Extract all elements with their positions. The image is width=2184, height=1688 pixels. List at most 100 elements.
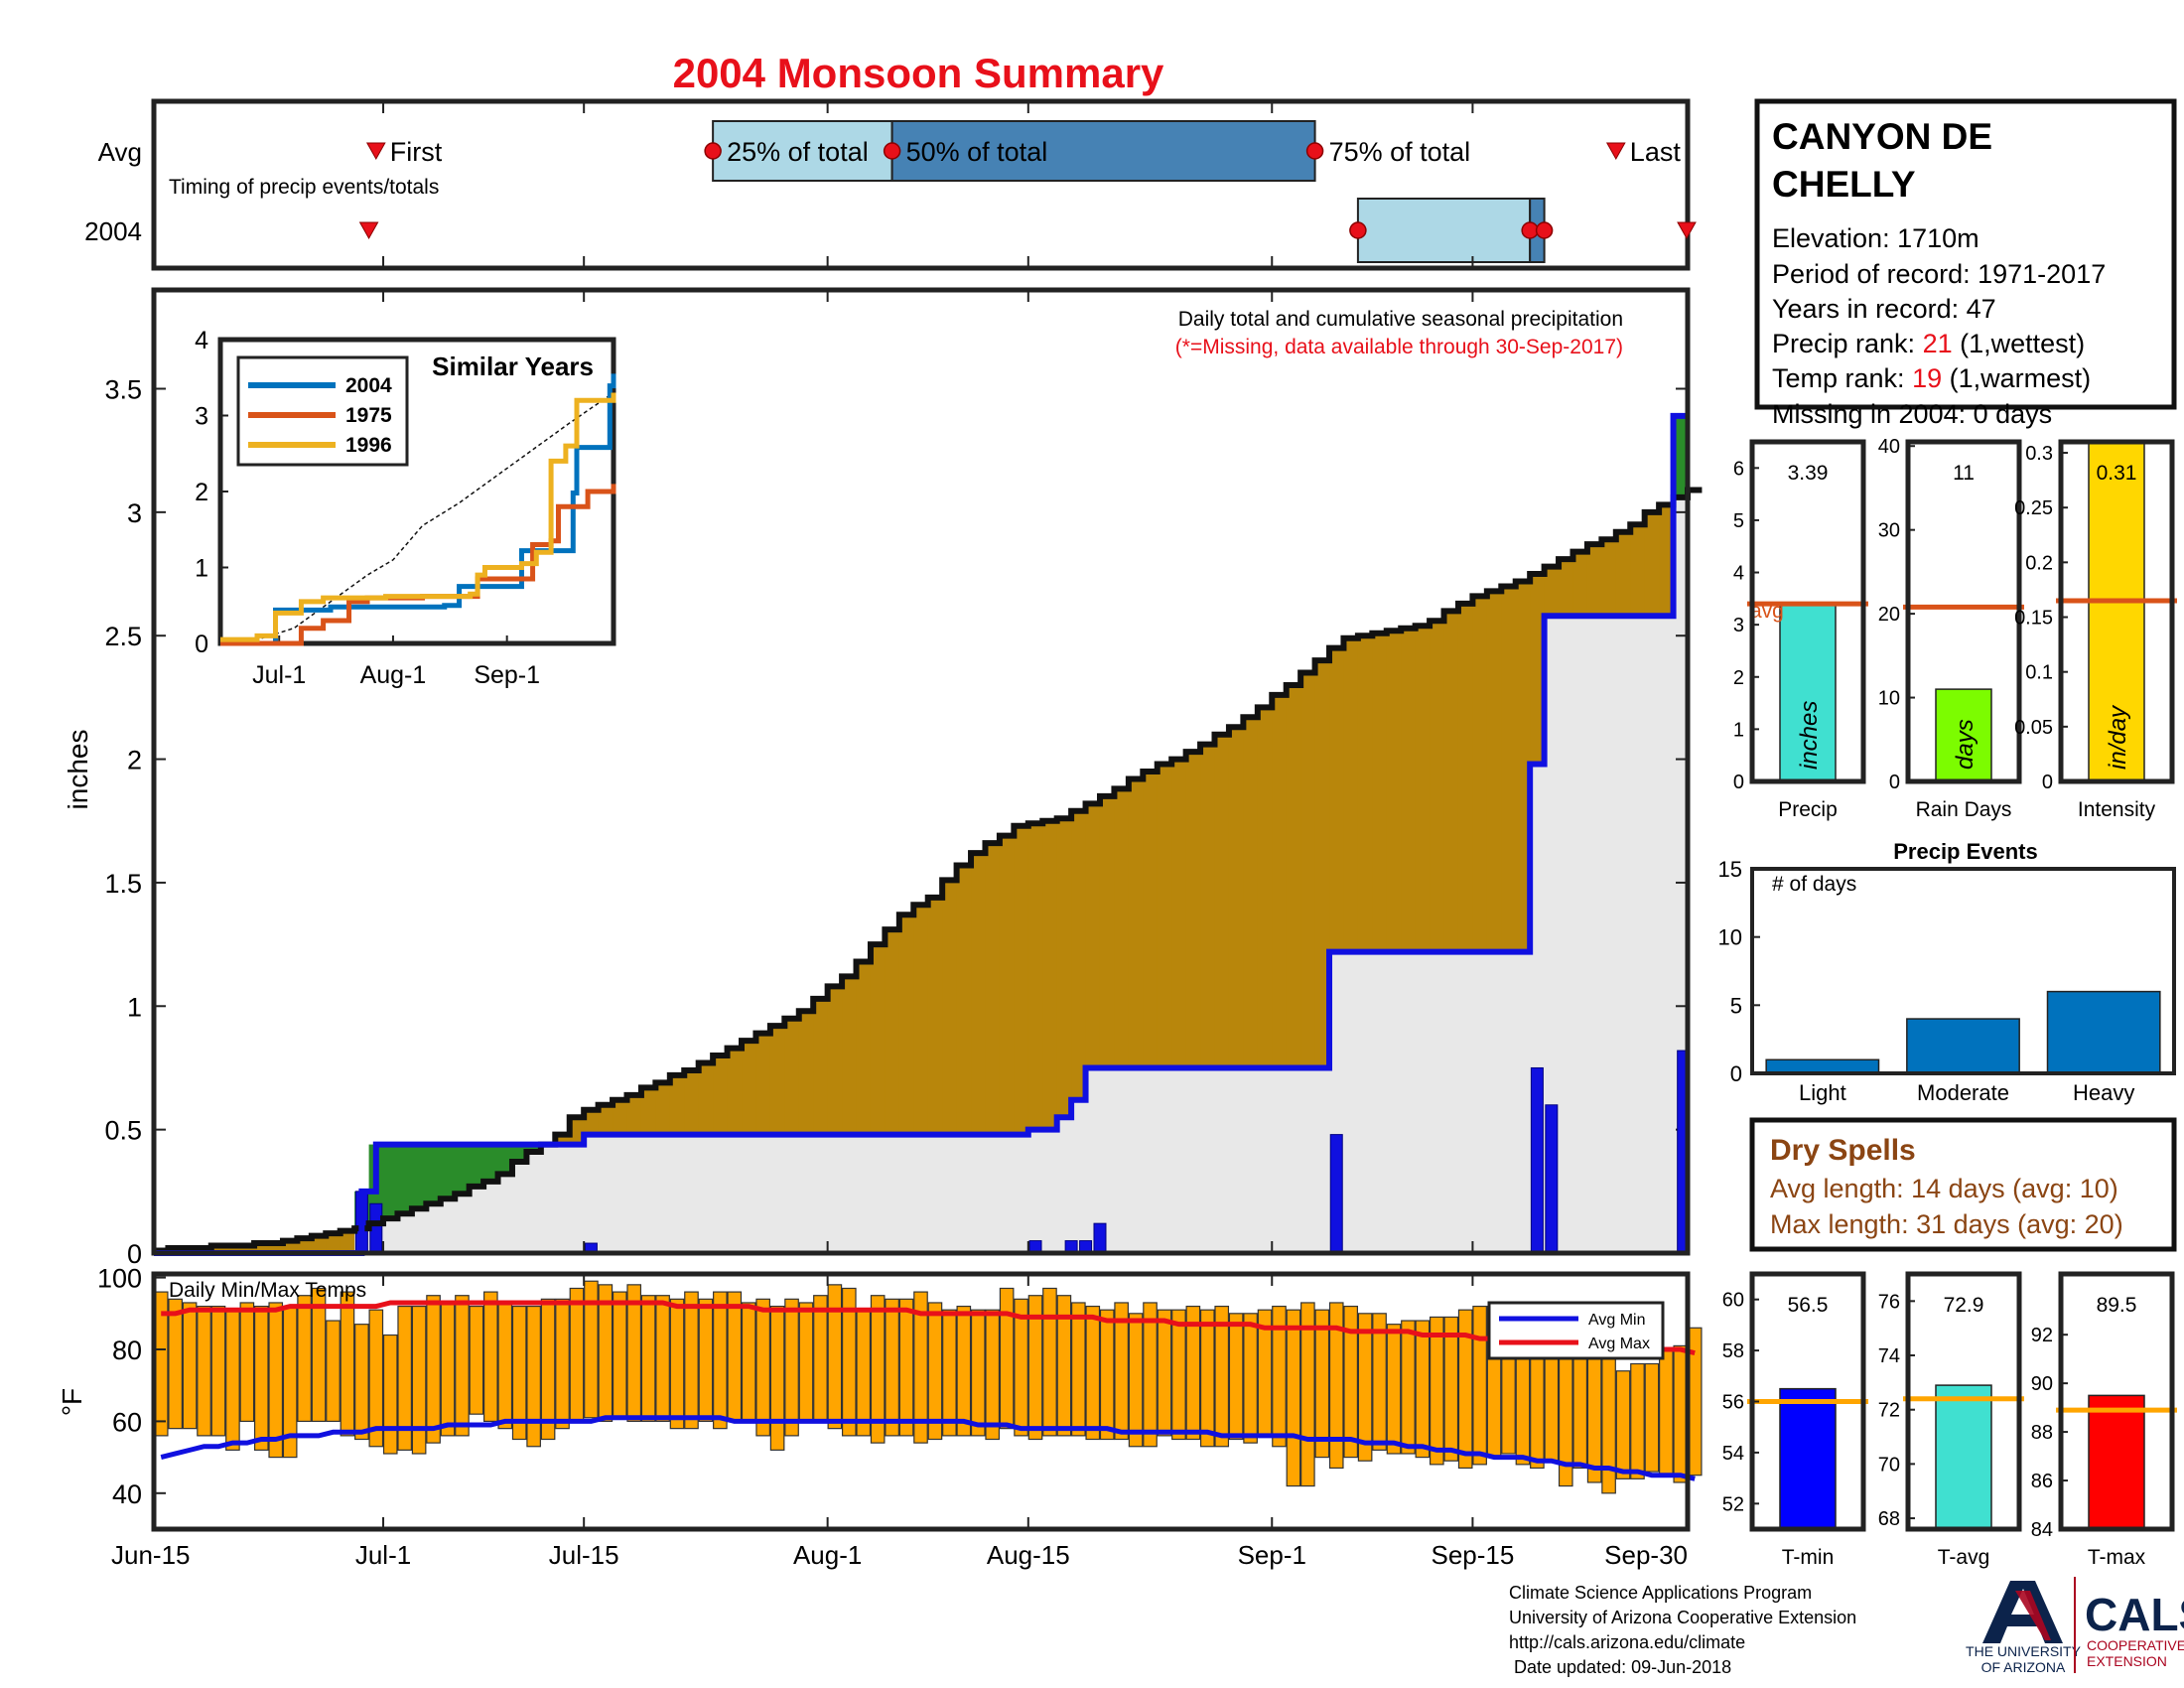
main-y-tick-label: 2 <box>127 746 142 775</box>
below-fill-segment <box>1559 616 1573 1253</box>
daily-temp-bar <box>1673 1344 1689 1483</box>
below-fill-segment <box>655 1134 671 1253</box>
avg-q75-label: 75% of total <box>1329 137 1471 167</box>
small-panel-label: T-max <box>2088 1546 2146 1569</box>
year-q25-q50-box <box>1356 198 1532 263</box>
daily-temps-panel: 40 60 80 100 Daily Min/Max Temps °F Avg Min… <box>57 1264 1703 1532</box>
small-panel-y-tick-label: 58 <box>1722 1340 1744 1362</box>
small-panel-y-tick-label: 74 <box>1878 1345 1900 1367</box>
cals-line2: EXTENSION <box>2087 1653 2167 1669</box>
daily-temp-bar <box>1386 1324 1402 1455</box>
year-q75-marker <box>1535 221 1554 239</box>
main-annotation-line2: (*=Missing, data available through 30-Se… <box>1175 336 1623 358</box>
inset-x-tick-label: Aug-1 <box>360 661 427 689</box>
daily-temp-bar <box>769 1305 785 1451</box>
below-avg-fill-segment <box>225 1245 241 1253</box>
below-fill-segment <box>956 1134 972 1253</box>
inset-legend-label: 1996 <box>345 434 392 457</box>
below-fill-segment <box>885 1134 900 1253</box>
below-avg-fill-segment <box>827 986 843 1135</box>
below-avg-fill-segment <box>985 843 1001 1135</box>
small-panel-y-tick-label: 0 <box>1733 772 1744 793</box>
below-fill-segment <box>1586 616 1602 1253</box>
station-period: Period of record: 1971-2017 <box>1772 259 2106 289</box>
small-panel-value: 89.5 <box>2097 1294 2137 1317</box>
below-fill-segment <box>898 1134 914 1253</box>
below-avg-fill-segment <box>1143 772 1159 1068</box>
inset-y-tick-label: 4 <box>195 327 208 354</box>
below-fill-segment <box>1300 1067 1316 1253</box>
small-panel-value: 3.39 <box>1788 462 1829 485</box>
daily-temp-bar <box>526 1305 541 1448</box>
main-y-tick-label: 0 <box>127 1239 142 1269</box>
below-fill-segment <box>1042 1129 1058 1253</box>
below-avg-fill-segment <box>1615 531 1631 617</box>
small-panel-y-tick-label: 20 <box>1878 604 1900 626</box>
small-panel-intensity: in/day 0.31 0 0.05 0.1 0.15 0.2 0.25 0.3 Intensit… <box>2014 439 2177 821</box>
above-avg-fill-segment <box>397 1144 413 1214</box>
daily-temp-bar <box>569 1287 585 1423</box>
daily-temp-bar <box>225 1309 240 1451</box>
daily-temp-bar <box>640 1295 656 1423</box>
temps-y-tick-label: 60 <box>112 1407 142 1437</box>
station-temp-rank: Temp rank: 19 (1,warmest) <box>1772 363 2091 393</box>
below-fill-segment <box>1401 951 1417 1253</box>
above-avg-fill-segment <box>455 1144 471 1195</box>
below-fill-segment <box>1243 1067 1259 1253</box>
below-avg-fill-segment <box>1027 823 1043 1130</box>
main-y-tick-label: 3.5 <box>104 374 142 404</box>
daily-temp-bar <box>1128 1313 1144 1448</box>
daily-temp-bar <box>1143 1302 1158 1448</box>
small-panel-y-tick-label: 0 <box>2042 772 2053 793</box>
station-precip-rank: Precip rank: 21 (1,wettest) <box>1772 329 2085 358</box>
season-total-panels: inches avg 3.39 0 1 2 3 4 5 6 Precip days 11 0 10 20 30 4… <box>1733 436 2177 821</box>
below-fill-segment <box>827 1134 843 1253</box>
below-avg-fill-segment <box>1214 734 1230 1068</box>
daily-temp-bar <box>1630 1362 1645 1479</box>
below-avg-fill-segment <box>1386 631 1402 952</box>
inset-x-tick-label: Jul-1 <box>252 661 306 689</box>
below-avg-fill-segment <box>698 1062 714 1135</box>
below-fill-segment <box>913 1134 929 1253</box>
daily-temp-bar <box>1272 1305 1287 1448</box>
small-panel-y-tick-label: 0.15 <box>2014 608 2053 630</box>
inset-legend-label: 2004 <box>345 374 392 397</box>
ua-line2: OF ARIZONA <box>1981 1659 2066 1675</box>
below-fill-segment <box>1659 616 1675 1253</box>
avg-first-marker <box>365 142 386 161</box>
below-avg-fill-segment <box>1472 596 1488 952</box>
below-avg-fill-segment <box>1257 707 1273 1068</box>
year-first-marker <box>358 221 379 240</box>
below-fill-segment <box>1200 1067 1216 1253</box>
precip-event-bar <box>1906 1018 2020 1074</box>
below-avg-fill-segment <box>898 914 914 1135</box>
similar-years-inset: 0 1 2 3 4 Jul-1 Aug-1 Sep-1 Similar Years 2004 197… <box>195 327 616 689</box>
small-panel-y-tick-label: 4 <box>1733 563 1744 585</box>
avg-q25-q50-box <box>712 120 893 182</box>
below-fill-segment <box>584 1134 600 1253</box>
above-avg-fill-segment <box>426 1144 442 1204</box>
daily-temp-bar <box>1099 1309 1115 1441</box>
daily-temp-bar <box>956 1305 972 1437</box>
daily-temp-bar <box>970 1309 986 1437</box>
small-panel-y-tick-label: 52 <box>1722 1493 1744 1515</box>
legend-avg-min: Avg Min <box>1588 1312 1646 1329</box>
below-avg-fill-segment <box>254 1243 270 1253</box>
legend-avg-max: Avg Max <box>1588 1336 1650 1352</box>
small-panel-y-tick-label: 0.05 <box>2014 717 2053 739</box>
year-last-marker <box>1677 221 1697 240</box>
daily-temp-bar <box>1185 1305 1201 1441</box>
below-avg-fill-segment <box>1185 752 1201 1068</box>
below-avg-fill-segment <box>1329 647 1344 952</box>
small-panel-y-tick-label: 68 <box>1878 1508 1900 1530</box>
daily-temp-bar <box>584 1280 599 1419</box>
daily-temp-bar <box>253 1305 269 1451</box>
below-fill-segment <box>798 1134 814 1253</box>
station-name-line1: CANYON DE <box>1772 116 1992 157</box>
below-avg-fill-segment <box>999 835 1015 1135</box>
below-avg-fill-segment <box>1401 628 1417 952</box>
small-panel-y-tick-label: 70 <box>1878 1454 1900 1476</box>
below-fill-segment <box>1615 616 1631 1253</box>
small-panel-y-tick-label: 30 <box>1878 520 1900 542</box>
